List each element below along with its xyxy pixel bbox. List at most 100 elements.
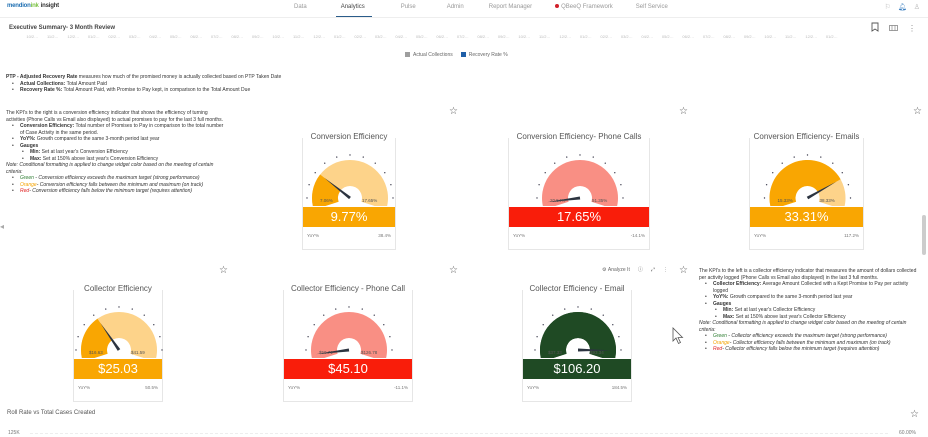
gauge-value: 33.31% — [750, 207, 863, 227]
widget-more-icon[interactable]: ⋮ — [662, 266, 668, 273]
term: Gauges — [20, 142, 39, 149]
app-logo[interactable]: mendionink insight — [7, 3, 59, 9]
desc-item: Red- Collector efficiency falls below th… — [699, 346, 921, 353]
definition: Total Amount Paid — [65, 80, 107, 87]
main-nav: Data Analytics Pulse Admin Report Manage… — [280, 0, 668, 18]
x-axis-tick: 10/2… — [764, 34, 777, 39]
term: Max: — [30, 155, 42, 162]
expand-icon[interactable]: ⤢ — [650, 266, 655, 273]
x-axis-tick: 03/2… — [374, 34, 387, 39]
x-axis-tick: 04/2… — [641, 34, 654, 39]
definition: Total Amount Paid, with Promise to Pay k… — [62, 87, 251, 93]
legend-label: Actual Collections — [413, 52, 453, 58]
collector-intro: The KPI's to the left is a collector eff… — [699, 268, 917, 281]
page-header: Executive Summary- 3 Month Review ⋮ — [0, 18, 928, 40]
layout-icon[interactable] — [889, 23, 898, 33]
gauge-min-label: $50.71 — [319, 350, 333, 355]
term: Recovery Rate %: — [20, 87, 63, 93]
term: Collector Efficiency: — [713, 281, 762, 287]
gauge-value: $25.03 — [74, 359, 162, 379]
yoy-label: YoY% — [288, 385, 301, 390]
nav-admin[interactable]: Admin — [447, 0, 464, 18]
gauge-collector-efficiency-email[interactable]: Collector Efficiency - Email $37.33 $93.… — [522, 284, 632, 402]
nav-label: Self Service — [635, 4, 668, 10]
conversion-description: The KPI's to the right is a conversion e… — [6, 110, 224, 195]
gridline — [30, 433, 888, 434]
more-icon[interactable]: ⋮ — [908, 23, 916, 33]
top-icons: ⚐ 🔔︎ ♙ — [885, 3, 920, 11]
logo-part-1: mendion — [7, 3, 31, 9]
nav-report-manager[interactable]: Report Manager — [489, 0, 532, 18]
favorite-star-icon[interactable]: ☆ — [913, 106, 922, 117]
nav-analytics[interactable]: Analytics — [335, 0, 372, 18]
x-axis-tick: 12/2… — [559, 34, 572, 39]
gauge-conversion-efficiency-emails[interactable]: Conversion Efficiency- Emails 15.33% 38.… — [749, 132, 864, 250]
user-icon[interactable]: ♙ — [913, 4, 920, 11]
x-axis-tick: 02/2… — [600, 34, 613, 39]
term: YoY%: — [713, 294, 729, 300]
favorite-star-icon[interactable]: ☆ — [679, 106, 688, 117]
term: Min: — [723, 307, 734, 313]
definition: - Collector efficiency exceeds the maxim… — [726, 333, 887, 339]
x-axis-tick: 04/2… — [149, 34, 162, 39]
desc-item: Orange- Conversion efficiency falls betw… — [6, 182, 224, 189]
gauge-title: Conversion Efficiency- Phone Calls — [516, 132, 642, 141]
legend-recovery-rate[interactable]: Recovery Rate % — [460, 52, 508, 58]
nav-pulse[interactable]: Pulse — [401, 0, 416, 18]
yoy-value: 50.5% — [145, 385, 158, 390]
favorite-star-icon[interactable]: ☆ — [910, 409, 919, 420]
bell-icon[interactable]: 🔔︎ — [897, 4, 907, 11]
gauge-title: Collector Efficiency — [84, 284, 152, 293]
definition: - Conversion efficiency falls between th… — [36, 181, 204, 188]
term: Gauges — [713, 300, 732, 307]
page-actions: ⋮ — [871, 22, 916, 34]
orange-label: Orange — [713, 339, 730, 346]
x-axis-tick: 07/2… — [702, 34, 715, 39]
gauge-dial — [306, 154, 394, 206]
analyze-it-button[interactable]: ⚙︎ Analyze It — [602, 266, 630, 273]
info-icon[interactable]: ⓘ — [637, 267, 643, 273]
nav-label: Report Manager — [488, 4, 533, 10]
ptp-lead-text: measures how much of the promised money … — [77, 74, 282, 80]
x-axis-tick: 06/2… — [190, 34, 203, 39]
favorite-star-icon[interactable]: ☆ — [449, 265, 458, 276]
nav-label: Pulse — [400, 4, 416, 10]
collapse-arrow-icon[interactable]: ◂ — [0, 222, 5, 231]
legend-label: Recovery Rate % — [468, 52, 508, 58]
gauge-conversion-efficiency-phone-calls[interactable]: Conversion Efficiency- Phone Calls 20.54… — [508, 132, 650, 250]
favorite-star-icon[interactable]: ☆ — [679, 265, 688, 276]
nav-label: Analytics — [340, 4, 365, 10]
favorite-star-icon[interactable]: ☆ — [219, 265, 228, 276]
nav-qbeeq-framework[interactable]: QBeeQ Framework — [555, 0, 613, 18]
gauge-collector-efficiency-phone-call[interactable]: Collector Efficiency - Phone Call $50.71… — [283, 284, 413, 402]
gauge-min-label: 7.06% — [320, 198, 333, 203]
flag-icon[interactable]: ⚐ — [884, 4, 891, 11]
x-axis-tick: 02/2… — [108, 34, 121, 39]
gauge-dial — [536, 154, 624, 206]
nav-self-service[interactable]: Self Service — [636, 0, 668, 18]
definition: Set at last year's Conversion Efficiency — [40, 149, 128, 155]
desc-subitem: Max: Set at 150% above last year's Conve… — [6, 156, 224, 163]
definition: Total number of Promises to Pay in compa… — [20, 123, 224, 136]
gauge-conversion-efficiency[interactable]: Conversion Efficiency 7.06% 17.65% 9.77%… — [302, 132, 396, 250]
gauge-collector-efficiency[interactable]: Collector Efficiency $16.63 $41.59 $25.0… — [73, 284, 163, 402]
x-axis-tick: 12/2… — [313, 34, 326, 39]
desc-subitem: Max: Set at 150% above last year's Colle… — [699, 314, 921, 321]
top-chart-x-axis: 10/2… 11/2… 12/2… 01/2… 02/2… 03/2… 04/2… 05/2…… — [22, 34, 842, 44]
top-chart-legend: Actual Collections Recovery Rate % — [405, 52, 508, 58]
x-axis-tick: 09/2… — [497, 34, 510, 39]
roll-rate-chart-title: Roll Rate vs Total Cases Created — [7, 410, 96, 416]
red-label: Red — [20, 188, 30, 194]
ptp-item: Actual Collections: Total Amount Paid — [6, 81, 606, 88]
definition: - Conversion efficiency exceeds the maxi… — [33, 175, 200, 181]
vertical-scrollbar[interactable] — [922, 215, 926, 255]
status-dot-icon — [555, 4, 560, 9]
favorite-star-icon[interactable]: ☆ — [449, 106, 458, 117]
legend-actual-collections[interactable]: Actual Collections — [405, 52, 453, 58]
bookmark-icon[interactable] — [871, 22, 879, 34]
nav-data[interactable]: Data — [294, 0, 307, 18]
y-axis-right-tick: 60.00% — [899, 430, 916, 436]
green-label: Green — [713, 333, 727, 339]
gauge-title: Conversion Efficiency- Emails — [753, 132, 860, 141]
desc-item: Green - Collector efficiency exceeds the… — [699, 333, 921, 340]
